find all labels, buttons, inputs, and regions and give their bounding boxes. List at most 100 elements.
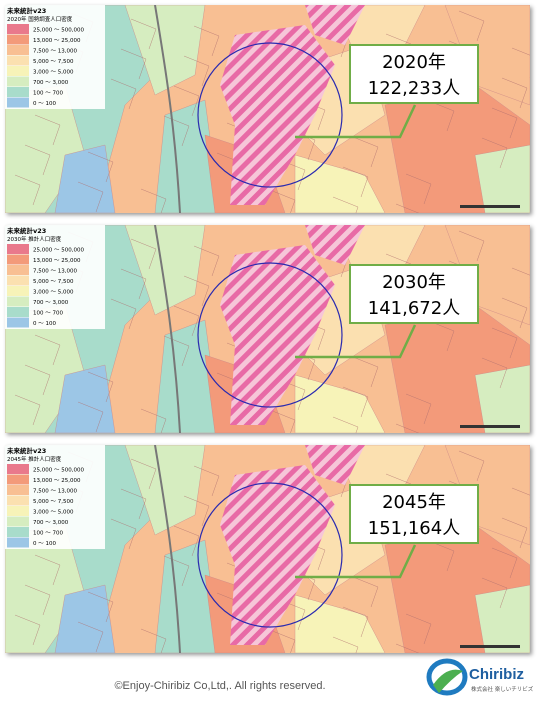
dense-zone xyxy=(220,465,335,645)
boundary xyxy=(332,196,359,213)
map-area xyxy=(474,144,530,213)
legend-label: 13,000 〜 25,000 xyxy=(33,258,81,264)
scale-bar xyxy=(460,205,520,208)
callout-population: 141,672人 xyxy=(368,298,460,319)
boundary xyxy=(120,488,147,520)
legend-swatch xyxy=(7,244,29,254)
legend-label: 3,000 〜 5,000 xyxy=(33,510,74,516)
callout-line xyxy=(295,544,417,579)
dense-zone xyxy=(220,245,335,425)
area-circle xyxy=(197,482,343,628)
boundary xyxy=(34,114,61,146)
boundary xyxy=(428,540,455,572)
callout-line xyxy=(295,104,417,139)
legend-label: 100 〜 700 xyxy=(33,531,63,537)
boundary xyxy=(332,636,359,653)
legend-swatch xyxy=(7,275,29,286)
area-circle xyxy=(197,42,343,188)
road xyxy=(154,5,181,213)
legend-subtitle: 2020年 国勢調査人口密度 xyxy=(7,15,73,23)
legend-swatch xyxy=(7,537,29,548)
boundary xyxy=(14,174,41,206)
boundary xyxy=(34,334,61,366)
dense-zone xyxy=(305,5,365,45)
map-area xyxy=(124,5,206,96)
boundary xyxy=(428,100,455,132)
boundary xyxy=(405,613,432,645)
legend-label: 5,000 〜 7,500 xyxy=(33,59,74,65)
boundary xyxy=(183,275,210,307)
boundary xyxy=(511,487,530,518)
map-area xyxy=(474,584,530,653)
boundary xyxy=(183,55,210,87)
legend-label: 700 〜 3,000 xyxy=(33,300,69,306)
legend-title: 未来統計v23 xyxy=(7,226,46,235)
boundary xyxy=(511,267,530,298)
boundary xyxy=(193,465,220,497)
boundary xyxy=(342,606,369,638)
legend-label: 0 〜 100 xyxy=(33,101,56,107)
scale-bar xyxy=(460,425,520,428)
boundary xyxy=(77,401,104,433)
boundary xyxy=(458,10,485,42)
boundary xyxy=(183,495,210,527)
boundary xyxy=(481,137,508,169)
legend-label: 100 〜 700 xyxy=(33,91,63,97)
legend-label: 13,000 〜 25,000 xyxy=(33,478,81,484)
logo-name: Chiribiz xyxy=(469,666,524,683)
road xyxy=(154,225,181,433)
boundary xyxy=(87,151,114,183)
boundary xyxy=(14,394,41,426)
boundary xyxy=(511,47,530,78)
legend-swatch xyxy=(7,76,29,87)
boundary xyxy=(24,364,51,396)
legend-label: 100 〜 700 xyxy=(33,311,63,317)
map-area xyxy=(124,445,206,536)
map-area xyxy=(154,539,221,653)
boundary xyxy=(269,409,296,433)
legend-label: 3,000 〜 5,000 xyxy=(33,70,74,76)
legend-swatch xyxy=(7,464,29,474)
boundary xyxy=(491,107,518,139)
boundary xyxy=(120,48,147,80)
callout-box xyxy=(349,44,479,104)
copyright: ©Enjoy-Chiribiz Co,Ltd,. All rights rese… xyxy=(114,680,326,692)
map-area xyxy=(474,364,530,433)
boundary xyxy=(352,576,379,608)
callout-year: 2045年 xyxy=(382,492,446,513)
boundary xyxy=(352,356,379,388)
callout-population: 151,164人 xyxy=(368,518,460,539)
boundary xyxy=(110,78,137,110)
legend-label: 0 〜 100 xyxy=(33,541,56,547)
boundary xyxy=(352,136,379,168)
legend-swatch xyxy=(7,87,29,97)
boundary xyxy=(501,517,528,549)
legend-swatch xyxy=(7,55,29,66)
logo: Chiribiz 株式会社 楽しいチリビズ xyxy=(426,658,534,696)
legend-label: 7,500 〜 13,000 xyxy=(33,269,77,275)
callout-box xyxy=(349,484,479,544)
boundary xyxy=(193,245,220,277)
boundary xyxy=(120,268,147,300)
callout-box xyxy=(349,264,479,324)
map-area xyxy=(124,225,206,316)
legend-label: 0 〜 100 xyxy=(33,321,56,327)
legend-swatch xyxy=(7,506,29,516)
boundary xyxy=(491,327,518,359)
logo-leaf xyxy=(433,669,463,693)
boundary xyxy=(395,423,420,433)
boundary xyxy=(140,188,167,213)
dense-zone xyxy=(220,25,335,205)
legend-label: 13,000 〜 25,000 xyxy=(33,38,81,44)
legend-subtitle: 2045年 推計人口密度 xyxy=(7,455,62,463)
boundary xyxy=(173,305,200,337)
legend-label: 5,000 〜 7,500 xyxy=(33,279,74,285)
map-area xyxy=(54,364,116,433)
